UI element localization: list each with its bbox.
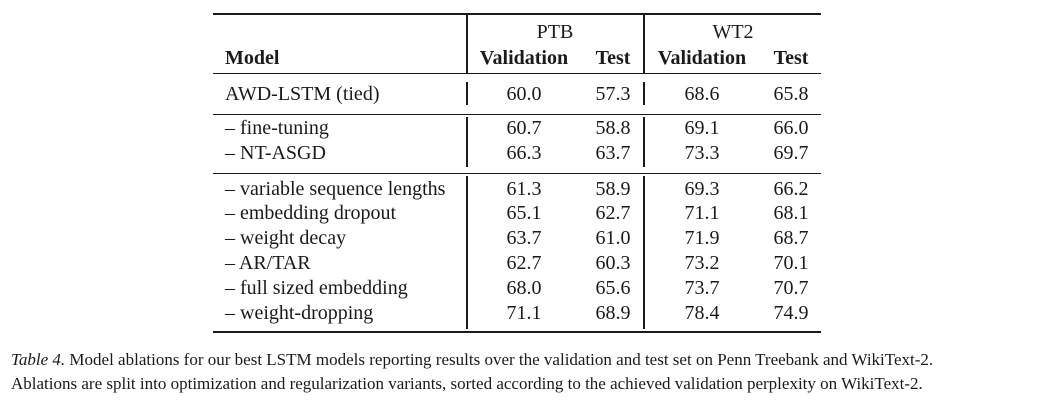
cell-wt2-test: 66.2	[773, 178, 809, 200]
cell-wt2-validation: 73.3	[684, 142, 720, 164]
wt2-left-divider	[643, 117, 645, 167]
cell-ptb-validation: 71.1	[506, 302, 542, 324]
cell-ptb-test: 58.9	[595, 178, 631, 200]
cell-wt2-test: 65.8	[773, 83, 809, 105]
group-header-wt2: WT2	[712, 21, 754, 43]
cell-ptb-validation: 63.7	[506, 227, 542, 249]
cell-ptb-validation: 60.7	[506, 117, 542, 139]
column-header-ptb-test: Test	[595, 47, 631, 69]
cell-ptb-test: 63.7	[595, 142, 631, 164]
row-model: – weight decay	[225, 227, 347, 249]
column-header-wt2-test: Test	[773, 47, 809, 69]
cell-ptb-test: 58.8	[595, 117, 631, 139]
cell-ptb-test: 65.6	[595, 277, 631, 299]
caption-label: Table 4.	[11, 350, 66, 369]
cell-wt2-validation: 69.1	[684, 117, 720, 139]
row-model: – full sized embedding	[225, 277, 408, 299]
cell-ptb-validation: 65.1	[506, 202, 542, 224]
row-model: – NT-ASGD	[225, 142, 326, 164]
ptb-left-divider	[466, 14, 468, 73]
cell-wt2-validation: 69.3	[684, 178, 720, 200]
row-model: – AR/TAR	[225, 252, 311, 274]
ptb-left-divider	[466, 176, 468, 329]
cell-ptb-validation: 62.7	[506, 252, 542, 274]
row-model: – variable sequence lengths	[225, 178, 446, 200]
row-model: – embedding dropout	[225, 202, 397, 224]
ptb-left-divider	[466, 82, 468, 105]
cell-ptb-validation: 60.0	[506, 83, 542, 105]
row-model: – weight-dropping	[225, 302, 374, 324]
cell-wt2-validation: 71.9	[684, 227, 720, 249]
cell-wt2-test: 69.7	[773, 142, 809, 164]
bottom-rule	[213, 331, 821, 333]
cell-ptb-validation: 61.3	[506, 178, 542, 200]
cell-wt2-validation: 71.1	[684, 202, 720, 224]
cell-ptb-validation: 66.3	[506, 142, 542, 164]
wt2-left-divider	[643, 14, 645, 73]
caption-line-1: Table 4. Model ablations for our best LS…	[11, 348, 1036, 372]
column-header-wt2-validation: Validation	[657, 47, 747, 69]
cell-wt2-validation: 73.2	[684, 252, 720, 274]
group-header-ptb: PTB	[536, 21, 574, 43]
cell-wt2-test: 70.1	[773, 252, 809, 274]
cell-wt2-test: 68.1	[773, 202, 809, 224]
column-header-ptb-validation: Validation	[479, 47, 569, 69]
cell-wt2-test: 68.7	[773, 227, 809, 249]
column-header-model: Model	[225, 47, 280, 69]
cell-ptb-validation: 68.0	[506, 277, 542, 299]
caption-text: Model ablations for our best LSTM models…	[69, 350, 934, 369]
cell-wt2-test: 74.9	[773, 302, 809, 324]
baseline-rule	[213, 114, 821, 115]
cell-ptb-test: 57.3	[595, 83, 631, 105]
row-model: – fine-tuning	[225, 117, 329, 139]
cell-wt2-validation: 78.4	[684, 302, 720, 324]
ptb-left-divider	[466, 117, 468, 167]
cell-wt2-test: 70.7	[773, 277, 809, 299]
wt2-left-divider	[643, 82, 645, 105]
header-rule	[213, 73, 821, 74]
cell-wt2-validation: 73.7	[684, 277, 720, 299]
optimization-rule	[213, 173, 821, 174]
top-rule	[213, 13, 821, 15]
wt2-left-divider	[643, 176, 645, 329]
cell-wt2-validation: 68.6	[684, 83, 720, 105]
caption-line-2: Ablations are split into optimization an…	[11, 374, 923, 393]
row-model: AWD-LSTM (tied)	[225, 83, 380, 105]
cell-wt2-test: 66.0	[773, 117, 809, 139]
cell-ptb-test: 68.9	[595, 302, 631, 324]
cell-ptb-test: 61.0	[595, 227, 631, 249]
cell-ptb-test: 62.7	[595, 202, 631, 224]
cell-ptb-test: 60.3	[595, 252, 631, 274]
